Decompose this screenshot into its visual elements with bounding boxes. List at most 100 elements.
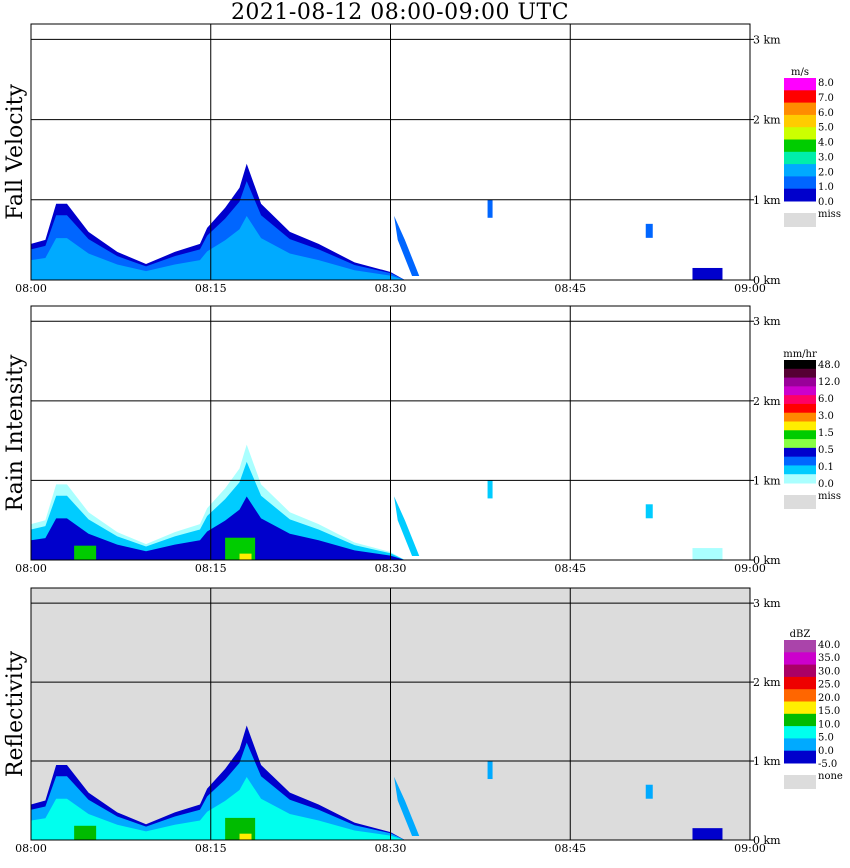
y-axis-label: Reflectivity	[3, 650, 28, 777]
echo-patch	[645, 223, 653, 238]
colorbar-reflectivity: dBZ 40.0 35.0 30.0 25.0 20.0 15.0 10.0 5.0 0.0 -5.…	[784, 629, 843, 789]
plot-frame	[30, 23, 751, 281]
colorbar-label: 5.0	[818, 733, 834, 744]
colorbar-swatch	[784, 421, 816, 431]
chart-title: 2021-08-12 08:00-09:00 UTC	[230, 0, 570, 25]
colorbar-label: -5.0	[818, 759, 837, 770]
colorbar-missing-label: none	[818, 771, 843, 782]
y-axis-label: Fall Velocity	[3, 84, 28, 220]
colorbar-label: 48.0	[818, 360, 840, 371]
x-tick-label: 08:45	[554, 562, 586, 575]
echo-patch	[645, 504, 653, 519]
colorbar-label: 4.0	[818, 138, 834, 149]
heatmap-echoes	[31, 725, 723, 840]
y-tick-label: 1 km	[753, 194, 781, 207]
colorbar-missing-label: miss	[818, 209, 841, 220]
y-tick-label: 1 km	[753, 755, 781, 768]
colorbar-swatch	[784, 456, 816, 466]
colorbar-swatch	[784, 360, 816, 370]
y-tick-label: 3 km	[753, 597, 781, 610]
colorbar-swatch	[784, 188, 816, 202]
colorbar-swatch	[784, 474, 816, 484]
echo-core	[31, 777, 405, 840]
echo-cell-1	[74, 545, 97, 560]
colorbar-swatch	[784, 151, 816, 165]
x-tick-label: 09:00	[734, 282, 766, 295]
plot-frame	[30, 305, 751, 561]
colorbar-swatch	[784, 412, 816, 422]
x-tick-label: 08:00	[15, 842, 47, 855]
colorbar-label: 6.0	[818, 394, 834, 405]
colorbar-missing-swatch	[784, 213, 816, 227]
y-tick-label: 0 km	[753, 834, 781, 847]
colorbar-swatch	[784, 90, 816, 104]
colorbar-swatch	[784, 127, 816, 140]
echo-cell-1	[74, 825, 97, 840]
echo-streak	[394, 776, 420, 837]
colorbar-swatch	[784, 750, 816, 764]
colorbar-label: 0.0	[818, 746, 834, 757]
colorbar-label: 25.0	[818, 680, 840, 691]
colorbar-label: 7.0	[818, 93, 834, 104]
y-tick-label: 0 km	[753, 554, 781, 567]
colorbar-label: 35.0	[818, 653, 840, 664]
echo-cell-core	[239, 833, 252, 840]
colorbar-label: 3.0	[818, 411, 834, 422]
colorbar-missing-swatch	[784, 495, 816, 509]
x-tick-label: 08:45	[554, 282, 586, 295]
colorbar-swatch	[784, 102, 816, 116]
colorbar-swatch	[784, 447, 816, 458]
colorbar-label: 1.5	[818, 428, 834, 439]
echo-core	[31, 496, 405, 560]
y-tick-label: 2 km	[753, 114, 781, 127]
x-tick-label: 09:00	[734, 562, 766, 575]
colorbar-swatch	[784, 386, 816, 396]
colorbar-swatch	[784, 368, 816, 379]
colorbar-unit: mm/hr	[783, 349, 817, 360]
panel-fall_velocity: 0 km 1 km 2 km 3 km 08:00 08:15 08:30 08:45 09:0…	[3, 23, 841, 295]
colorbar-label: 10.0	[818, 719, 840, 730]
colorbar-swatch	[784, 176, 816, 190]
colorbar-missing-swatch	[784, 775, 816, 789]
colorbar-label: 40.0	[818, 640, 840, 651]
echo-mid	[31, 742, 405, 840]
colorbar-swatch	[784, 439, 816, 449]
colorbar-label: 0.1	[818, 462, 834, 473]
y-tick-label: 0 km	[753, 274, 781, 287]
colorbar-swatch	[784, 164, 816, 177]
plot-frame	[30, 587, 751, 841]
x-tick-label: 08:15	[195, 842, 227, 855]
colorbar-label: 6.0	[818, 108, 834, 119]
colorbar-label: 1.0	[818, 182, 834, 193]
colorbar-label: 0.5	[818, 445, 834, 456]
colorbar-swatch	[784, 701, 816, 715]
colorbar-swatch	[784, 465, 816, 475]
x-tick-label: 08:15	[195, 562, 227, 575]
colorbar-swatch	[784, 664, 816, 678]
colorbar-swatch	[784, 139, 816, 153]
colorbar-label: 15.0	[818, 706, 840, 717]
colorbar-swatch	[784, 713, 816, 727]
echo-patch	[692, 828, 723, 840]
colorbar-swatch	[784, 676, 816, 690]
echo-patch	[487, 761, 493, 780]
colorbar-label: 20.0	[818, 693, 840, 704]
echo-mid	[31, 181, 405, 280]
echo-streak	[394, 496, 420, 557]
y-tick-label: 2 km	[753, 676, 781, 689]
echo-mid	[31, 461, 405, 560]
x-tick-label: 08:00	[15, 282, 47, 295]
x-tick-label: 08:45	[554, 842, 586, 855]
colorbar-missing-label: miss	[818, 491, 841, 502]
echo-cell-1	[74, 265, 97, 280]
colorbar-swatch	[784, 377, 816, 387]
colorbar-swatch	[784, 395, 816, 405]
x-tick-label: 08:00	[15, 562, 47, 575]
echo-patch	[487, 480, 493, 499]
echo-patch	[487, 199, 493, 218]
colorbar-swatch	[784, 114, 816, 128]
colorbar-label: 0.0	[818, 197, 834, 208]
